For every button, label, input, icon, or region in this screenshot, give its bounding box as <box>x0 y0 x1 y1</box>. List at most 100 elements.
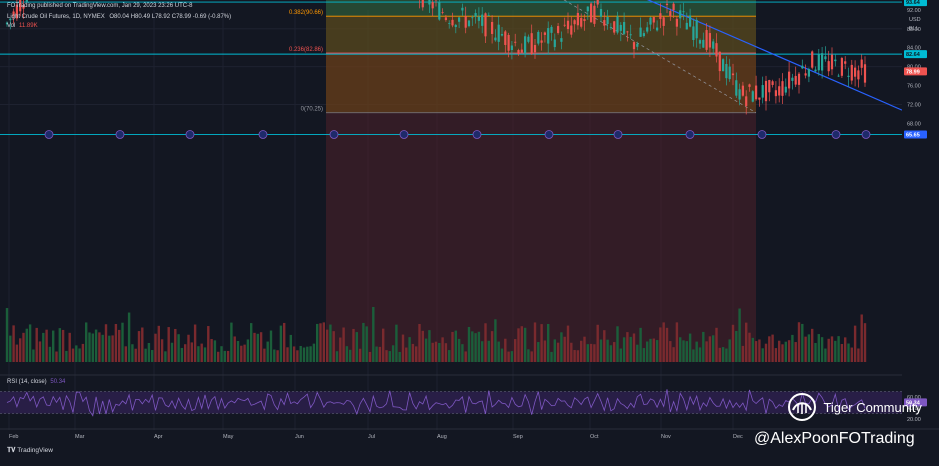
volume-bar <box>428 330 430 362</box>
volume-bar <box>742 346 744 362</box>
volume-bar <box>597 325 599 362</box>
volume-bar <box>184 344 186 362</box>
author-handle: @AlexPoonFOTrading <box>754 430 915 448</box>
volume-bar <box>636 345 638 362</box>
volume-bar <box>735 331 737 362</box>
candle-body <box>755 86 757 100</box>
volume-bar <box>857 348 859 362</box>
symbol-title[interactable]: Light Crude Oil Futures, 1D, NYMEX <box>7 14 105 20</box>
volume-bar <box>603 330 605 362</box>
event-marker-2[interactable] <box>186 130 194 138</box>
candle-body <box>699 40 701 44</box>
volume-bar <box>158 326 160 362</box>
volume-bar <box>445 343 447 362</box>
candle-body <box>554 40 556 48</box>
tradingview-logo[interactable]: 𝐓𝐕 TradingView <box>7 447 53 455</box>
volume-bar <box>346 346 348 362</box>
volume-bar <box>643 348 645 362</box>
volume-bar <box>692 349 694 362</box>
candle-body <box>758 98 760 100</box>
volume-bar <box>511 351 513 362</box>
event-marker-9[interactable] <box>686 130 694 138</box>
candle-body <box>649 18 651 25</box>
badge-level-mid[interactable]: 82.64 <box>906 52 921 58</box>
volume-bar <box>501 349 503 362</box>
volume-bar <box>841 344 843 362</box>
candle-body <box>451 20 453 26</box>
volume-bar <box>484 323 486 362</box>
candle-body <box>692 26 694 40</box>
candle-body <box>821 53 823 70</box>
event-marker-8[interactable] <box>614 130 622 138</box>
event-marker-5[interactable] <box>400 130 408 138</box>
candle-body <box>762 85 764 98</box>
candle-body <box>785 87 787 93</box>
candle-body <box>448 23 450 24</box>
volume-bar <box>6 308 8 362</box>
candle-body <box>861 60 863 68</box>
event-marker-7[interactable] <box>545 130 553 138</box>
volume-bar <box>26 329 28 362</box>
candle-body <box>838 76 840 77</box>
event-marker-3[interactable] <box>259 130 267 138</box>
event-marker-4[interactable] <box>330 130 338 138</box>
volume-bar <box>270 331 272 362</box>
candle-body <box>811 51 813 67</box>
volume-bar <box>135 349 137 362</box>
candle-body <box>732 73 734 75</box>
badge-level-high[interactable]: 93.64 <box>906 0 921 6</box>
candle-body <box>511 46 513 51</box>
candle-body <box>633 42 635 49</box>
volume-bar <box>154 334 156 362</box>
volume-bar <box>9 336 11 362</box>
volume-bar <box>59 328 61 362</box>
event-marker-1[interactable] <box>116 130 124 138</box>
month-tick: Sep <box>513 434 523 440</box>
month-tick: May <box>223 434 234 440</box>
event-marker-11[interactable] <box>832 130 840 138</box>
candle-body <box>498 25 500 42</box>
volume-bar <box>521 326 523 362</box>
month-tick: Nov <box>661 434 671 440</box>
candle-body <box>676 19 678 27</box>
ohlc-values: O80.04 H80.49 L78.92 C78.99 -0.69 (-0.87… <box>109 14 231 20</box>
volume-bar <box>696 342 698 362</box>
candle-body <box>616 16 618 32</box>
badge-last-price[interactable]: 78.99 <box>906 69 920 75</box>
candle-body <box>818 54 820 70</box>
volume-bar <box>587 344 589 362</box>
volume-bar <box>758 339 760 362</box>
volume-bar <box>366 326 368 362</box>
volume-bar <box>663 322 665 362</box>
badge-level-low[interactable]: 65.65 <box>906 132 920 138</box>
volume-bar <box>108 336 110 362</box>
event-marker-0[interactable] <box>45 130 53 138</box>
volume-bar <box>290 335 292 362</box>
volume-bar <box>372 307 374 362</box>
volume-bar <box>577 350 579 362</box>
candle-body <box>521 50 523 53</box>
volume-bar <box>699 347 701 362</box>
volume-bar <box>725 349 727 362</box>
fib-label-0: 0(70.25) <box>301 107 323 113</box>
candle-body <box>689 16 691 27</box>
rsi-legend[interactable]: RSI (14, close) 50.34 <box>7 379 65 385</box>
candle-body <box>577 13 579 25</box>
volume-bar <box>537 342 539 362</box>
candle-body <box>679 10 681 18</box>
volume-bar <box>715 328 717 362</box>
volume-bar <box>531 351 533 362</box>
volume-bar <box>583 337 585 362</box>
volume-bar <box>49 347 51 362</box>
event-marker-12[interactable] <box>862 130 870 138</box>
candle-body <box>458 17 460 21</box>
candle-body <box>524 36 526 53</box>
candle-body <box>468 21 470 27</box>
event-marker-6[interactable] <box>473 130 481 138</box>
event-marker-10[interactable] <box>758 130 766 138</box>
candle-body <box>828 61 830 71</box>
candle-body <box>494 38 496 41</box>
volume-bar <box>851 348 853 362</box>
month-tick: Oct <box>590 434 599 440</box>
volume-bar <box>375 347 377 362</box>
